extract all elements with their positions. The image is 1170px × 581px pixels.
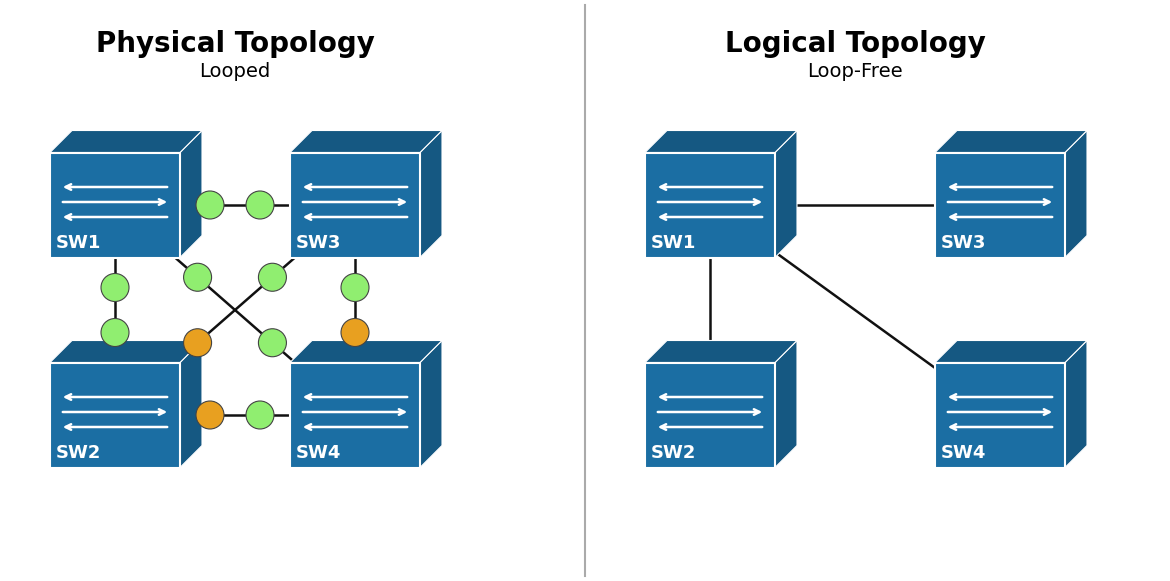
Polygon shape bbox=[775, 340, 797, 468]
Circle shape bbox=[101, 274, 129, 302]
Polygon shape bbox=[1065, 131, 1087, 257]
Polygon shape bbox=[935, 340, 1087, 363]
FancyBboxPatch shape bbox=[290, 363, 420, 468]
Text: Logical Topology: Logical Topology bbox=[724, 30, 985, 58]
Circle shape bbox=[246, 191, 274, 219]
Polygon shape bbox=[180, 131, 202, 257]
Polygon shape bbox=[1065, 340, 1087, 468]
Text: SW2: SW2 bbox=[651, 443, 696, 461]
Text: Loop-Free: Loop-Free bbox=[807, 62, 903, 81]
Text: SW3: SW3 bbox=[941, 234, 986, 252]
Polygon shape bbox=[50, 340, 202, 363]
Text: SW2: SW2 bbox=[56, 443, 102, 461]
FancyBboxPatch shape bbox=[935, 152, 1065, 257]
Text: SW3: SW3 bbox=[296, 234, 342, 252]
Circle shape bbox=[259, 263, 287, 291]
Text: SW4: SW4 bbox=[941, 443, 986, 461]
FancyBboxPatch shape bbox=[290, 152, 420, 257]
Polygon shape bbox=[935, 131, 1087, 152]
FancyBboxPatch shape bbox=[935, 363, 1065, 468]
Polygon shape bbox=[290, 131, 442, 152]
FancyBboxPatch shape bbox=[50, 152, 180, 257]
Polygon shape bbox=[420, 131, 442, 257]
Circle shape bbox=[340, 274, 369, 302]
Polygon shape bbox=[180, 340, 202, 468]
FancyBboxPatch shape bbox=[50, 363, 180, 468]
Circle shape bbox=[101, 318, 129, 346]
Circle shape bbox=[340, 318, 369, 346]
Text: SW4: SW4 bbox=[296, 443, 342, 461]
Polygon shape bbox=[645, 340, 797, 363]
Circle shape bbox=[197, 191, 223, 219]
Polygon shape bbox=[645, 131, 797, 152]
Circle shape bbox=[246, 401, 274, 429]
FancyBboxPatch shape bbox=[645, 152, 775, 257]
Circle shape bbox=[259, 329, 287, 357]
Text: SW1: SW1 bbox=[56, 234, 102, 252]
Circle shape bbox=[184, 329, 212, 357]
Circle shape bbox=[197, 401, 223, 429]
FancyBboxPatch shape bbox=[645, 363, 775, 468]
Text: Looped: Looped bbox=[199, 62, 270, 81]
Text: SW1: SW1 bbox=[651, 234, 696, 252]
Text: Physical Topology: Physical Topology bbox=[96, 30, 374, 58]
Polygon shape bbox=[420, 340, 442, 468]
Circle shape bbox=[184, 263, 212, 291]
Polygon shape bbox=[775, 131, 797, 257]
Polygon shape bbox=[290, 340, 442, 363]
Polygon shape bbox=[50, 131, 202, 152]
